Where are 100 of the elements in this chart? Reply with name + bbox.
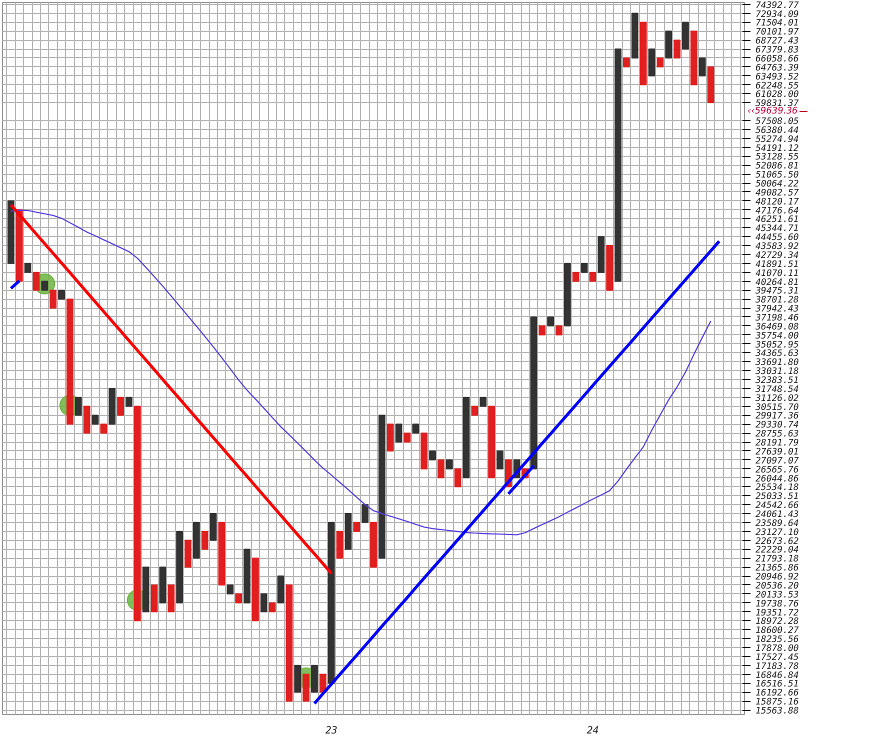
x-tick-label: 23 bbox=[325, 726, 338, 736]
y-tick-label: 24061.43 bbox=[756, 510, 799, 520]
bar bbox=[682, 22, 689, 50]
bar bbox=[631, 12, 638, 58]
y-tick-label: 52086.81 bbox=[756, 162, 799, 172]
y-tick-label: 42729.34 bbox=[756, 250, 799, 261]
y-tick-label: 41070.11 bbox=[756, 268, 799, 279]
bar bbox=[378, 414, 386, 559]
bar bbox=[589, 272, 596, 282]
bar bbox=[142, 566, 150, 612]
y-tick-label: 31748.54 bbox=[754, 384, 799, 395]
y-tick-label: 48120.17 bbox=[756, 197, 800, 208]
y-tick-label: 18972.28 bbox=[756, 617, 799, 628]
y-tick-label: 16192.66 bbox=[756, 688, 799, 699]
line-series bbox=[9, 203, 333, 575]
bar bbox=[311, 664, 318, 693]
y-tick-label: 72934.09 bbox=[756, 10, 799, 20]
y-tick-label: 41891.51 bbox=[756, 260, 799, 270]
bar bbox=[420, 432, 428, 470]
bar bbox=[302, 674, 310, 702]
bar bbox=[674, 40, 680, 58]
bar bbox=[623, 57, 630, 68]
bar bbox=[556, 325, 562, 336]
bar bbox=[218, 522, 226, 586]
bar bbox=[496, 450, 504, 470]
y-tick-label: 15875.16 bbox=[756, 698, 799, 708]
y-tick-label: 18600.27 bbox=[756, 626, 800, 636]
bar bbox=[606, 245, 614, 291]
y-tick-label: 44455.60 bbox=[756, 233, 799, 244]
y-tick-label: 20133.53 bbox=[756, 590, 799, 600]
y-tick-label: 35052.95 bbox=[754, 340, 799, 350]
bar bbox=[235, 593, 242, 604]
bar bbox=[168, 584, 175, 612]
y-tick-label: 17878.00 bbox=[756, 644, 799, 654]
y-tick-label: 70101.97 bbox=[756, 28, 800, 38]
y-tick-label: 23589.64 bbox=[756, 518, 799, 529]
y-tick-label: 64763.39 bbox=[756, 63, 799, 74]
bar bbox=[386, 424, 394, 452]
y-tick-label: 71504.01 bbox=[756, 18, 799, 29]
bar bbox=[412, 424, 420, 434]
y-tick-label: 26565.76 bbox=[756, 465, 799, 476]
bar bbox=[572, 272, 580, 282]
bar bbox=[244, 548, 250, 604]
bar bbox=[429, 450, 436, 460]
bar bbox=[126, 396, 132, 407]
line-series bbox=[312, 240, 721, 706]
bar bbox=[108, 388, 116, 425]
y-tick-label: 18235.56 bbox=[756, 635, 799, 646]
y-tick-label: 56380.44 bbox=[756, 126, 799, 136]
y-tick-label: 17527.45 bbox=[756, 652, 799, 663]
bar bbox=[134, 406, 141, 622]
bar bbox=[159, 566, 166, 604]
bar bbox=[353, 522, 360, 532]
bar bbox=[530, 316, 538, 470]
y-tick-label: 49082.57 bbox=[756, 188, 800, 198]
y-tick-label: 38701.28 bbox=[754, 296, 799, 306]
y-tick-label: 45344.71 bbox=[756, 224, 799, 234]
y-tick-label: 22673.62 bbox=[756, 536, 799, 547]
y-tick-label: 33031.18 bbox=[754, 367, 799, 378]
bar bbox=[538, 325, 546, 336]
y-tick-label: 37942.43 bbox=[754, 304, 799, 315]
y-tick-label: 53128.55 bbox=[756, 152, 799, 163]
bar bbox=[117, 396, 124, 416]
line-series bbox=[10, 210, 712, 536]
y-tick-label: 21365.86 bbox=[756, 564, 799, 574]
bar bbox=[74, 396, 82, 416]
bar bbox=[488, 406, 495, 478]
y-tick-label: 67379.83 bbox=[756, 46, 799, 56]
bar bbox=[32, 272, 40, 291]
y-tick-label: 66058.66 bbox=[756, 54, 799, 64]
y-tick-label: 63493.52 bbox=[756, 72, 799, 82]
bar bbox=[707, 66, 714, 104]
y-tick-label: 27097.07 bbox=[756, 456, 800, 466]
y-tick-label: 20946.92 bbox=[756, 572, 799, 583]
bar bbox=[184, 540, 192, 568]
y-tick-label: 34365.63 bbox=[754, 349, 799, 360]
y-tick-label: 61028.00 bbox=[756, 90, 799, 100]
y-tick-label: 35754.00 bbox=[754, 331, 799, 342]
y-tick-label: 20536.20 bbox=[756, 581, 799, 592]
bar bbox=[83, 406, 90, 434]
bar bbox=[328, 522, 335, 684]
bar bbox=[210, 513, 217, 541]
y-tick-label: 16516.51 bbox=[756, 680, 799, 690]
bar bbox=[268, 602, 276, 612]
y-tick-label: 50064.22 bbox=[756, 180, 799, 190]
bar bbox=[648, 48, 656, 76]
bar bbox=[24, 262, 32, 273]
bar bbox=[41, 280, 48, 291]
y-tick-label: 23127.10 bbox=[756, 528, 799, 538]
y-tick-label: 62248.55 bbox=[756, 81, 799, 92]
bar bbox=[480, 396, 487, 407]
y-tick-label: 36469.08 bbox=[754, 322, 799, 332]
y-tick-label: 22229.04 bbox=[756, 546, 799, 556]
bar bbox=[656, 57, 664, 68]
y-tick-label: 28191.79 bbox=[756, 438, 799, 449]
bar bbox=[58, 290, 65, 300]
bar bbox=[100, 424, 108, 434]
bar bbox=[286, 584, 293, 702]
bar bbox=[370, 522, 377, 568]
bar bbox=[462, 396, 470, 478]
